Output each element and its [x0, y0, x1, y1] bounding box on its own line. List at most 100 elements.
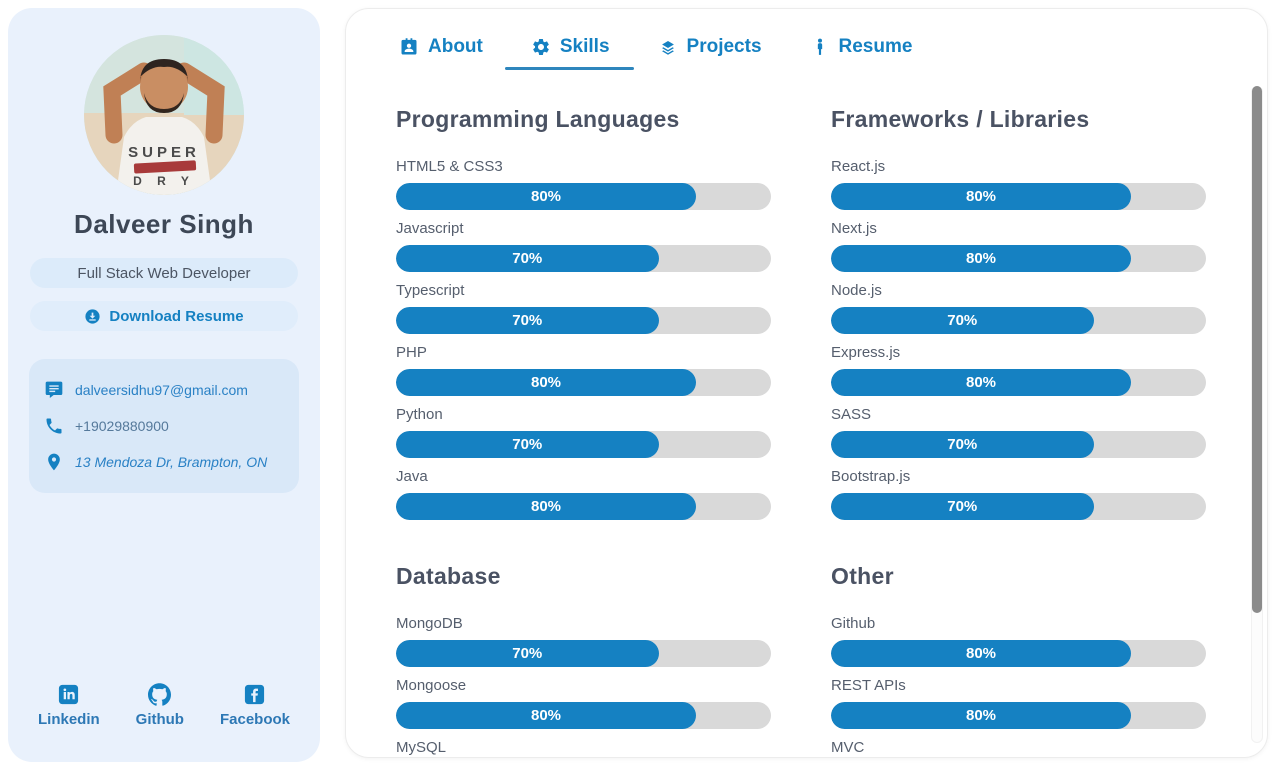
skill-progress-bar: 70% [831, 431, 1206, 458]
skill-progress-bar: 80% [831, 640, 1206, 667]
skill-progress-bar: 70% [396, 307, 771, 334]
skill-progress-bar: 70% [831, 493, 1206, 520]
skill-progress-fill: 70% [396, 245, 659, 272]
profile-photo: SUPER D R Y [84, 35, 244, 195]
contact-email[interactable]: dalveersidhu97@gmail.com [44, 380, 284, 400]
skill-progress-fill: 80% [396, 369, 696, 396]
skill-label: Typescript [396, 282, 465, 299]
tab-skills[interactable]: Skills [504, 36, 634, 70]
skill-progress-fill: 80% [831, 183, 1131, 210]
skill-progress-bar: 70% [831, 307, 1206, 334]
social-facebook-label: Facebook [219, 711, 290, 728]
skill-label: Bootstrap.js [831, 468, 911, 485]
skill-progress-fill: 80% [831, 702, 1131, 729]
tab-projects[interactable]: Projects [658, 36, 762, 70]
skill-section: Database MongoDB 70% Mongoose 80% MySQL [396, 563, 771, 757]
skill-progress-bar: 80% [831, 369, 1206, 396]
skill-progress-fill: 80% [831, 369, 1131, 396]
profile-name: Dalveer Singh [74, 209, 254, 239]
skill-progress-bar: 80% [396, 183, 771, 210]
profile-sidebar: SUPER D R Y Dalveer Singh Full Stack Web… [8, 8, 320, 762]
skill-progress-bar: 80% [396, 493, 771, 520]
skill-progress-bar: 80% [831, 183, 1206, 210]
skill-label: Java [396, 468, 428, 485]
skill-progress-fill: 70% [831, 307, 1094, 334]
skill-label: SASS [831, 406, 872, 423]
skills-icon [531, 37, 551, 57]
scrollbar-thumb[interactable] [1252, 86, 1262, 613]
contact-phone-text: +19029880900 [75, 418, 169, 434]
skill-progress-bar: 70% [396, 640, 771, 667]
social-linkedin[interactable]: Linkedin [38, 683, 100, 728]
skill-label: Python [396, 406, 443, 423]
skill-label: PHP [396, 344, 427, 361]
skill-progress-bar: 80% [831, 702, 1206, 729]
skill-label: Next.js [831, 220, 877, 237]
location-icon [44, 452, 64, 472]
skill-label: Node.js [831, 282, 882, 299]
tab-bar: About Skills Projects Resume [346, 9, 1267, 70]
social-github-label: Github [135, 711, 184, 728]
skill-section: Other Github 80% REST APIs 80% MVC [831, 563, 1206, 757]
tab-skills-label: Skills [559, 36, 610, 57]
skill-label: MVC [831, 739, 865, 756]
skill-progress-fill: 80% [396, 493, 696, 520]
message-icon [44, 380, 64, 400]
skill-progress-bar: 80% [831, 245, 1206, 272]
social-linkedin-label: Linkedin [38, 711, 100, 728]
tab-projects-label: Projects [686, 36, 762, 57]
tab-about-label: About [428, 36, 483, 57]
social-github[interactable]: Github [136, 683, 184, 728]
skill-section: Programming Languages HTML5 & CSS3 80% Java… [396, 106, 771, 529]
skill-progress-bar: 80% [396, 702, 771, 729]
contact-phone[interactable]: +19029880900 [44, 416, 284, 436]
about-icon [399, 37, 419, 57]
skill-label: MongoDB [396, 615, 463, 632]
skill-progress-fill: 80% [396, 702, 696, 729]
skill-progress-fill: 80% [831, 245, 1131, 272]
skill-section-title: Frameworks / Libraries [831, 106, 1090, 132]
avatar-shirt-text-2: D R Y [133, 174, 195, 188]
skill-label: MySQL [396, 739, 447, 756]
skill-label: Express.js [831, 344, 901, 361]
contact-address: 13 Mendoza Dr, Brampton, ON [44, 452, 284, 472]
skill-label: REST APIs [831, 677, 906, 694]
social-facebook[interactable]: Facebook [220, 683, 290, 728]
skill-label: Javascript [396, 220, 464, 237]
skill-section: Frameworks / Libraries React.js 80% Next.js… [831, 106, 1206, 529]
tab-resume-label: Resume [838, 36, 913, 57]
tab-resume[interactable]: Resume [810, 36, 913, 70]
main-panel: About Skills Projects Resume Programming La… [345, 8, 1268, 758]
skill-section-title: Programming Languages [396, 106, 680, 132]
skill-label: React.js [831, 158, 886, 175]
skill-progress-fill: 70% [396, 640, 659, 667]
skill-progress-fill: 80% [831, 640, 1131, 667]
tab-about[interactable]: About [399, 36, 483, 70]
skill-label: Github [831, 615, 876, 632]
skill-progress-fill: 70% [396, 431, 659, 458]
linkedin-icon [57, 683, 80, 706]
skill-progress-fill: 70% [396, 307, 659, 334]
avatar-shirt-text-1: SUPER [128, 144, 200, 161]
skill-label: Mongoose [396, 677, 467, 694]
contact-email-text: dalveersidhu97@gmail.com [75, 382, 248, 398]
facebook-icon [243, 683, 266, 706]
contact-address-text: 13 Mendoza Dr, Brampton, ON [75, 454, 268, 470]
projects-icon [658, 37, 678, 57]
github-icon [148, 683, 172, 706]
contact-card: dalveersidhu97@gmail.com +19029880900 13 M… [29, 359, 299, 493]
skill-section-title: Other [831, 563, 894, 589]
skill-section-title: Database [396, 563, 501, 589]
social-links: Linkedin Github Facebook [38, 683, 290, 728]
role-badge: Full Stack Web Developer [30, 258, 298, 288]
resume-icon [810, 37, 830, 57]
skill-progress-bar: 70% [396, 431, 771, 458]
skills-content: Programming Languages HTML5 & CSS3 80% Java… [346, 70, 1267, 757]
download-icon [84, 308, 101, 325]
download-resume-button[interactable]: Download Resume [30, 301, 298, 331]
skill-progress-fill: 70% [831, 431, 1094, 458]
skill-progress-fill: 80% [396, 183, 696, 210]
download-resume-label: Download Resume [109, 307, 244, 325]
skill-progress-bar: 70% [396, 245, 771, 272]
skill-progress-fill: 70% [831, 493, 1094, 520]
